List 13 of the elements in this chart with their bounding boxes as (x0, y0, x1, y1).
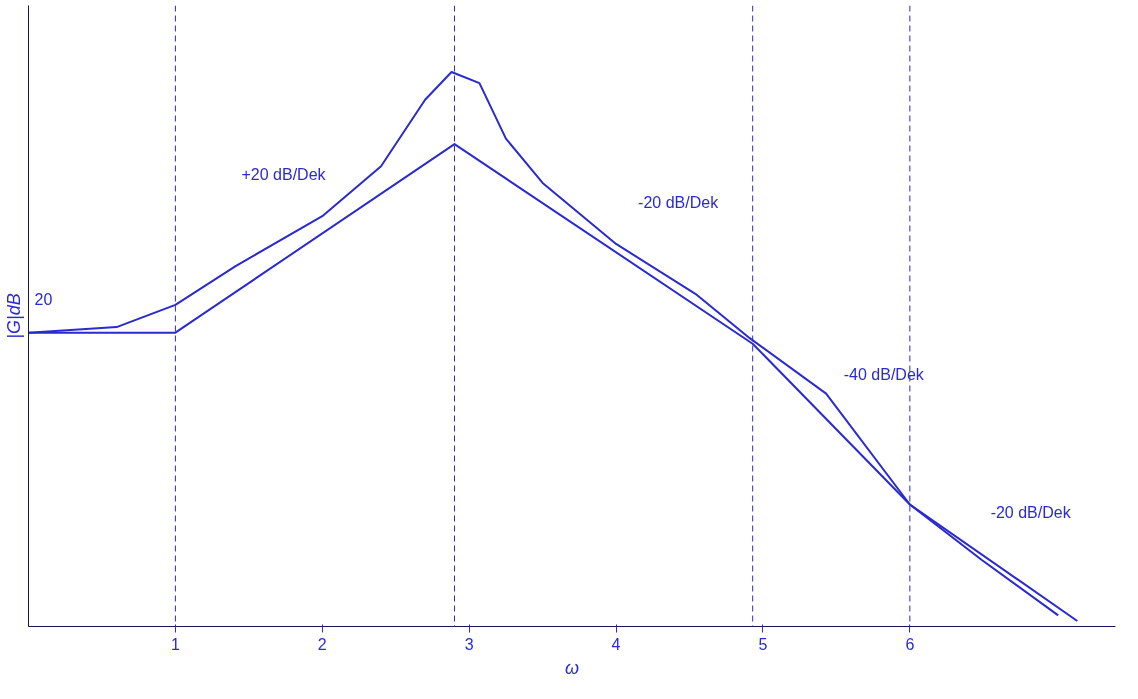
annotation: -40 dB/Dek (843, 365, 925, 383)
x-tick-label: 6 (905, 635, 915, 653)
annotation: 20 (34, 290, 53, 308)
x-axis-title: ω (564, 657, 580, 678)
x-tick-label: 2 (317, 635, 327, 653)
annotation: -20 dB/Dek (990, 504, 1072, 522)
annotation: +20 dB/Dek (241, 165, 327, 183)
x-tick-label: 5 (758, 635, 768, 653)
annotation: -20 dB/Dek (638, 193, 720, 211)
y-axis-title: |G|dB (3, 293, 24, 339)
x-tick-label: 1 (170, 635, 180, 653)
x-tick-label: 4 (611, 635, 621, 653)
x-tick-label: 3 (464, 635, 474, 653)
